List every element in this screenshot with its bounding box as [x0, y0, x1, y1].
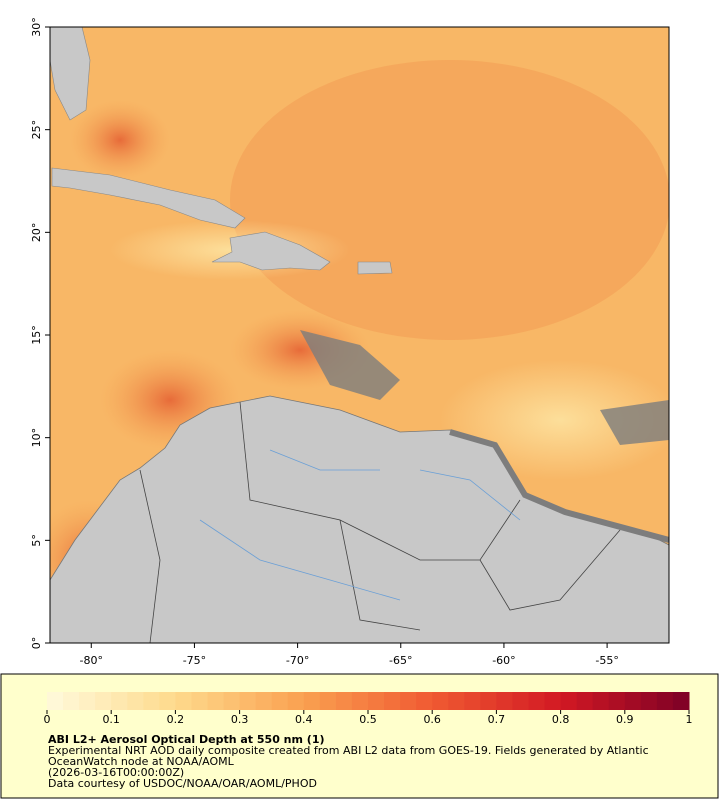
- colorbar-cell: [239, 692, 257, 710]
- colorbar-cell: [544, 692, 562, 710]
- colorbar-cell: [608, 692, 626, 710]
- colorbar-tick-label: 0.6: [423, 713, 441, 726]
- y-tick-label: 15°: [30, 325, 43, 345]
- colorbar-cell: [159, 692, 176, 710]
- river: [199, 449, 521, 601]
- colorbar-cell: [560, 692, 578, 710]
- colorbar-cell: [432, 692, 449, 710]
- border: [139, 401, 621, 643]
- x-tick-label: -70°: [286, 654, 309, 667]
- colorbar-cell: [47, 692, 64, 710]
- colorbar-tick-label: 0.2: [167, 713, 185, 726]
- colorbar-cell: [400, 692, 417, 710]
- colorbar-tick-label: 0.5: [359, 713, 377, 726]
- y-tick-label: 10°: [30, 428, 43, 448]
- colorbar-cell: [624, 692, 642, 710]
- colorbar-cell: [576, 692, 594, 710]
- y-tick-label: 30°: [30, 17, 43, 37]
- colorbar-cell: [111, 692, 128, 710]
- legend-line: OceanWatch node at NOAA/AOML: [48, 755, 235, 768]
- x-tick-label: -55°: [595, 654, 618, 667]
- land: [50, 27, 91, 121]
- land: [357, 261, 393, 275]
- colorbar-cell: [127, 692, 144, 710]
- aod-patch: [110, 220, 350, 280]
- cloud-mask: [449, 429, 669, 543]
- y-tick-label: 0°: [30, 637, 43, 650]
- x-tick-label: -60°: [492, 654, 515, 667]
- legend-line: (2026-03-16T00:00:00Z): [48, 766, 184, 779]
- colorbar-cell: [63, 692, 80, 710]
- legend-line: Experimental NRT AOD daily composite cre…: [48, 744, 649, 757]
- y-tick-label: 25°: [30, 120, 43, 140]
- colorbar-cell: [416, 692, 433, 710]
- colorbar-cell: [319, 692, 337, 710]
- aod-patch: [230, 60, 669, 340]
- colorbar-cell: [271, 692, 289, 710]
- colorbar-cell: [255, 692, 273, 710]
- colorbar-cell: [223, 692, 241, 710]
- colorbar-tick-label: 0.1: [102, 713, 120, 726]
- colorbar-tick-label: 1: [686, 713, 693, 726]
- legend-line: Data courtesy of USDOC/NOAA/OAR/AOML/PHO…: [48, 777, 317, 790]
- land: [211, 231, 331, 271]
- colorbar-cell: [351, 692, 369, 710]
- colorbar-cell: [528, 692, 546, 710]
- colorbar-cell: [79, 692, 96, 710]
- colorbar-cell: [368, 692, 385, 710]
- colorbar-cell: [335, 692, 353, 710]
- y-tick-label: 20°: [30, 223, 43, 243]
- y-tick-label: 5°: [30, 534, 43, 547]
- colorbar-cell: [384, 692, 401, 710]
- colorbar-cell: [303, 692, 321, 710]
- colorbar-cell: [512, 692, 529, 710]
- colorbar-cell: [207, 692, 225, 710]
- colorbar-tick-label: 0.7: [488, 713, 506, 726]
- colorbar-cell: [592, 692, 610, 710]
- colorbar-cell: [175, 692, 192, 710]
- colorbar-cell: [672, 692, 690, 710]
- x-tick-label: -75°: [183, 654, 206, 667]
- colorbar-tick-label: 0.9: [616, 713, 634, 726]
- aod-patch: [70, 100, 170, 180]
- cloud-mask: [300, 330, 400, 400]
- colorbar-tick-label: 0.3: [231, 713, 249, 726]
- x-tick-label: -80°: [80, 654, 103, 667]
- colorbar-cell: [287, 692, 305, 710]
- colorbar-cell: [95, 692, 112, 710]
- colorbar-cell: [143, 692, 160, 710]
- colorbar-tick-label: 0.8: [552, 713, 570, 726]
- x-tick-label: -65°: [389, 654, 412, 667]
- colorbar-cell: [464, 692, 481, 710]
- colorbar-cell: [656, 692, 674, 710]
- colorbar-cell: [480, 692, 497, 710]
- map: [50, 27, 669, 643]
- legend-title: ABI L2+ Aerosol Optical Depth at 550 nm …: [48, 733, 325, 746]
- cloud-mask: [600, 400, 669, 445]
- colorbar-cell: [640, 692, 658, 710]
- colorbar-cell: [191, 692, 208, 710]
- colorbar-cell: [496, 692, 513, 710]
- colorbar-cell: [448, 692, 465, 710]
- land: [51, 167, 246, 229]
- colorbar-tick-label: 0: [44, 713, 51, 726]
- colorbar-tick-label: 0.4: [295, 713, 313, 726]
